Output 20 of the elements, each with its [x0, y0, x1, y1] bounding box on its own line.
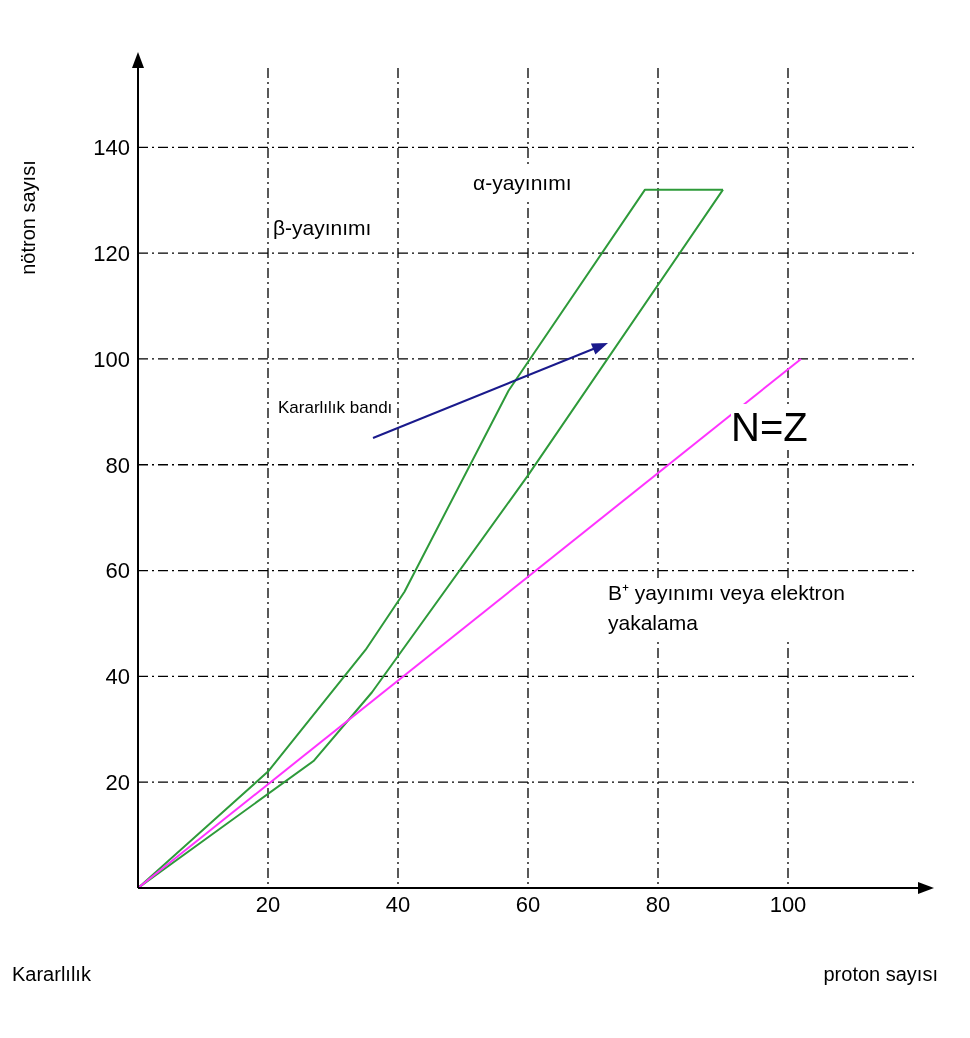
y-tick-label: 140	[93, 135, 130, 161]
x-tick-label: 100	[769, 891, 807, 917]
y-tick-label: 60	[105, 558, 130, 584]
x-tick-label: 80	[645, 891, 671, 917]
x-tick-label: 60	[515, 891, 541, 917]
annotation: Kararlılık bandı	[278, 393, 393, 423]
y-tick-label: 40	[105, 664, 130, 690]
annotation: B⁺ yayınımı veya elektron yakalama	[608, 578, 908, 638]
annotation: α-yayınımı	[473, 168, 572, 198]
x-axis-title: proton sayısı	[823, 963, 938, 986]
text: Kararlılık	[12, 963, 91, 986]
y-tick-label: 100	[93, 346, 130, 372]
y-tick-label: 80	[105, 452, 130, 478]
y-tick-label: 120	[93, 240, 130, 266]
x-tick-label: 20	[255, 891, 281, 917]
series-label: N=Z	[731, 403, 808, 450]
annotation: β-yayınımı	[273, 213, 372, 243]
y-tick-label: 20	[105, 770, 130, 795]
y-axis-title: nötron sayısı	[16, 159, 40, 277]
x-tick-label: 40	[385, 891, 411, 917]
